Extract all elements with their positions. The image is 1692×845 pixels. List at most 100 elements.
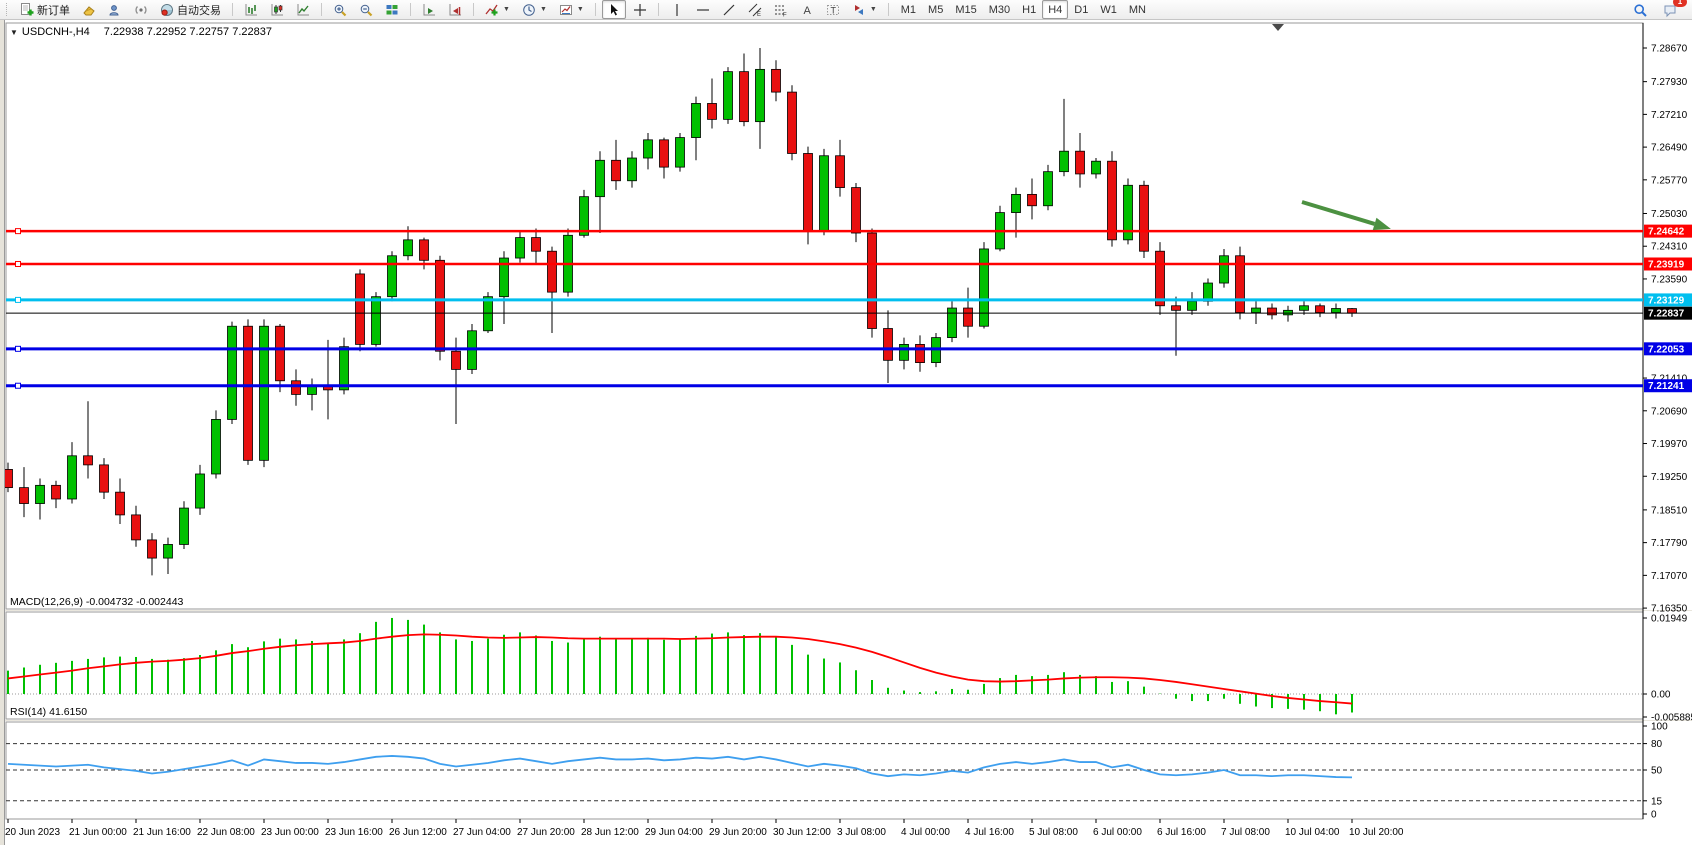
chart-shift-marker-icon[interactable] — [1272, 24, 1284, 31]
candle-bull — [403, 239, 413, 257]
arrows-tool-button[interactable]: ▼ — [847, 0, 882, 19]
zoom-out-button[interactable] — [354, 0, 378, 19]
rsi-value: 41.6150 — [49, 706, 88, 718]
candle-bull — [1011, 193, 1021, 213]
price-tick-label: 7.17790 — [1651, 538, 1688, 549]
bar-chart-button[interactable] — [239, 0, 263, 19]
timeframe-M30[interactable]: M30 — [988, 3, 1011, 16]
timeframe-M1[interactable]: M1 — [900, 3, 917, 16]
candle-bear — [787, 91, 797, 154]
vertical-line-tool-button[interactable] — [665, 0, 689, 19]
time-tick-label: 22 Jun 08:00 — [197, 827, 255, 838]
new-order-button[interactable]: 新订单 — [15, 0, 75, 19]
price-tick-label: 7.16350 — [1651, 604, 1688, 615]
candle-bull — [947, 307, 957, 338]
candle-bull — [371, 296, 381, 345]
channel-tool-button[interactable]: E — [743, 0, 767, 19]
candle-bear — [1027, 193, 1037, 207]
candle-bear — [1235, 255, 1245, 313]
line-anchor-handle[interactable] — [15, 345, 21, 352]
macd-signal-line — [7, 633, 1353, 705]
candle-bull — [195, 473, 205, 509]
candle-bear — [1347, 308, 1357, 314]
timeframe-W1[interactable]: W1 — [1100, 3, 1117, 16]
pane-splitter[interactable] — [0, 720, 1692, 721]
candle-bear — [51, 484, 61, 500]
timeframe-H1[interactable]: H1 — [1022, 3, 1037, 16]
horizontal-line-tool-button[interactable] — [691, 0, 715, 19]
timeframe-group: M1 M5 M15 M30 H1 H4 D1 W1 MN — [895, 0, 1152, 19]
fibonacci-tool-button[interactable]: F — [769, 0, 793, 19]
price-tick-label: 7.17070 — [1651, 571, 1688, 582]
price-tick-label: 7.24310 — [1651, 242, 1688, 253]
candle-bear — [1139, 184, 1149, 252]
cursor-tool-button[interactable] — [601, 0, 626, 19]
text-label-tool-button[interactable]: T — [821, 0, 845, 19]
svg-text:E: E — [757, 12, 761, 17]
candle-bull — [1091, 160, 1101, 175]
signal-button[interactable] — [129, 0, 153, 19]
trendline-tool-button[interactable] — [717, 0, 741, 19]
templates-button[interactable]: ▼ — [554, 0, 589, 19]
timeframe-MN[interactable]: MN — [1128, 3, 1146, 16]
candle-bull — [499, 257, 509, 298]
auto-scroll-button[interactable] — [417, 0, 441, 19]
rsi-tick-label: 0 — [1651, 810, 1657, 821]
timeframe-M5[interactable]: M5 — [928, 3, 944, 16]
auto-trading-button[interactable]: 自动交易 — [155, 0, 226, 19]
time-tick-label: 27 Jun 04:00 — [453, 827, 511, 838]
timeframe-D1[interactable]: D1 — [1074, 3, 1089, 16]
line-anchor-handle[interactable] — [15, 382, 21, 389]
timeframe-H4[interactable]: H4 — [1042, 0, 1069, 19]
candle-bull — [179, 507, 189, 545]
macd-histogram — [7, 617, 1353, 715]
candle-bull — [979, 248, 989, 327]
line-anchor-handle[interactable] — [15, 228, 21, 235]
candle-bear — [435, 259, 445, 352]
candle-bear — [1155, 250, 1165, 307]
toolbar: 新订单 自动交易 — [0, 0, 1692, 20]
chart-canvas[interactable]: 7.28670 7.27930 7.27210 7.26490 7.25770 7.250… — [0, 20, 1692, 845]
one-click-trading-toggle-icon[interactable]: ▼ — [10, 28, 18, 37]
pane-splitter[interactable] — [0, 610, 1692, 611]
timeframe-M15[interactable]: M15 — [955, 3, 977, 16]
candle-bull — [1123, 184, 1133, 241]
price-level-label-box — [1644, 224, 1692, 238]
history-center-button[interactable] — [77, 0, 101, 19]
candle-bear — [115, 491, 125, 516]
notifications-button[interactable]: 1 — [1658, 0, 1687, 19]
search-button[interactable] — [1628, 0, 1652, 19]
candlestick-chart-button[interactable] — [265, 0, 289, 19]
candle-bear — [451, 350, 461, 370]
candle-bull — [899, 344, 909, 361]
macd-tick-label: 0.00 — [1651, 690, 1671, 701]
market-watch-button[interactable] — [103, 0, 127, 19]
macd-name: MACD(12,26,9) — [10, 596, 83, 608]
candle-bull — [1219, 255, 1229, 284]
price-level-label-box — [1644, 342, 1692, 356]
indicators-button[interactable]: ▼ — [480, 0, 515, 19]
toolbar-grip[interactable] — [6, 3, 11, 16]
auto-trading-label: 自动交易 — [177, 4, 221, 17]
line-anchor-handle[interactable] — [15, 296, 21, 303]
line-anchor-handle[interactable] — [15, 260, 21, 267]
zoom-in-button[interactable] — [328, 0, 352, 19]
tile-windows-button[interactable] — [380, 0, 404, 19]
candle-bear — [147, 539, 157, 559]
chart-shift-button[interactable] — [443, 0, 467, 19]
candle-bear — [275, 325, 285, 382]
crosshair-tool-button[interactable] — [628, 0, 652, 19]
time-tick-label: 20 Jun 2023 — [5, 827, 60, 838]
price-level-label-box — [1644, 306, 1692, 320]
candle-bull — [579, 196, 589, 236]
price-level-label-box — [1644, 257, 1692, 271]
annotation-arrow-head-icon[interactable] — [1372, 217, 1391, 231]
text-tool-button[interactable]: A — [795, 0, 819, 19]
rsi-tick-label: 80 — [1651, 739, 1663, 750]
line-chart-button[interactable] — [291, 0, 315, 19]
annotation-arrow-shaft[interactable] — [1301, 200, 1376, 226]
templates-dropdown-caret: ▼ — [576, 6, 584, 13]
crosshair-icon — [633, 3, 647, 17]
periods-button[interactable]: ▼ — [517, 0, 552, 19]
candle-bull — [227, 325, 237, 420]
